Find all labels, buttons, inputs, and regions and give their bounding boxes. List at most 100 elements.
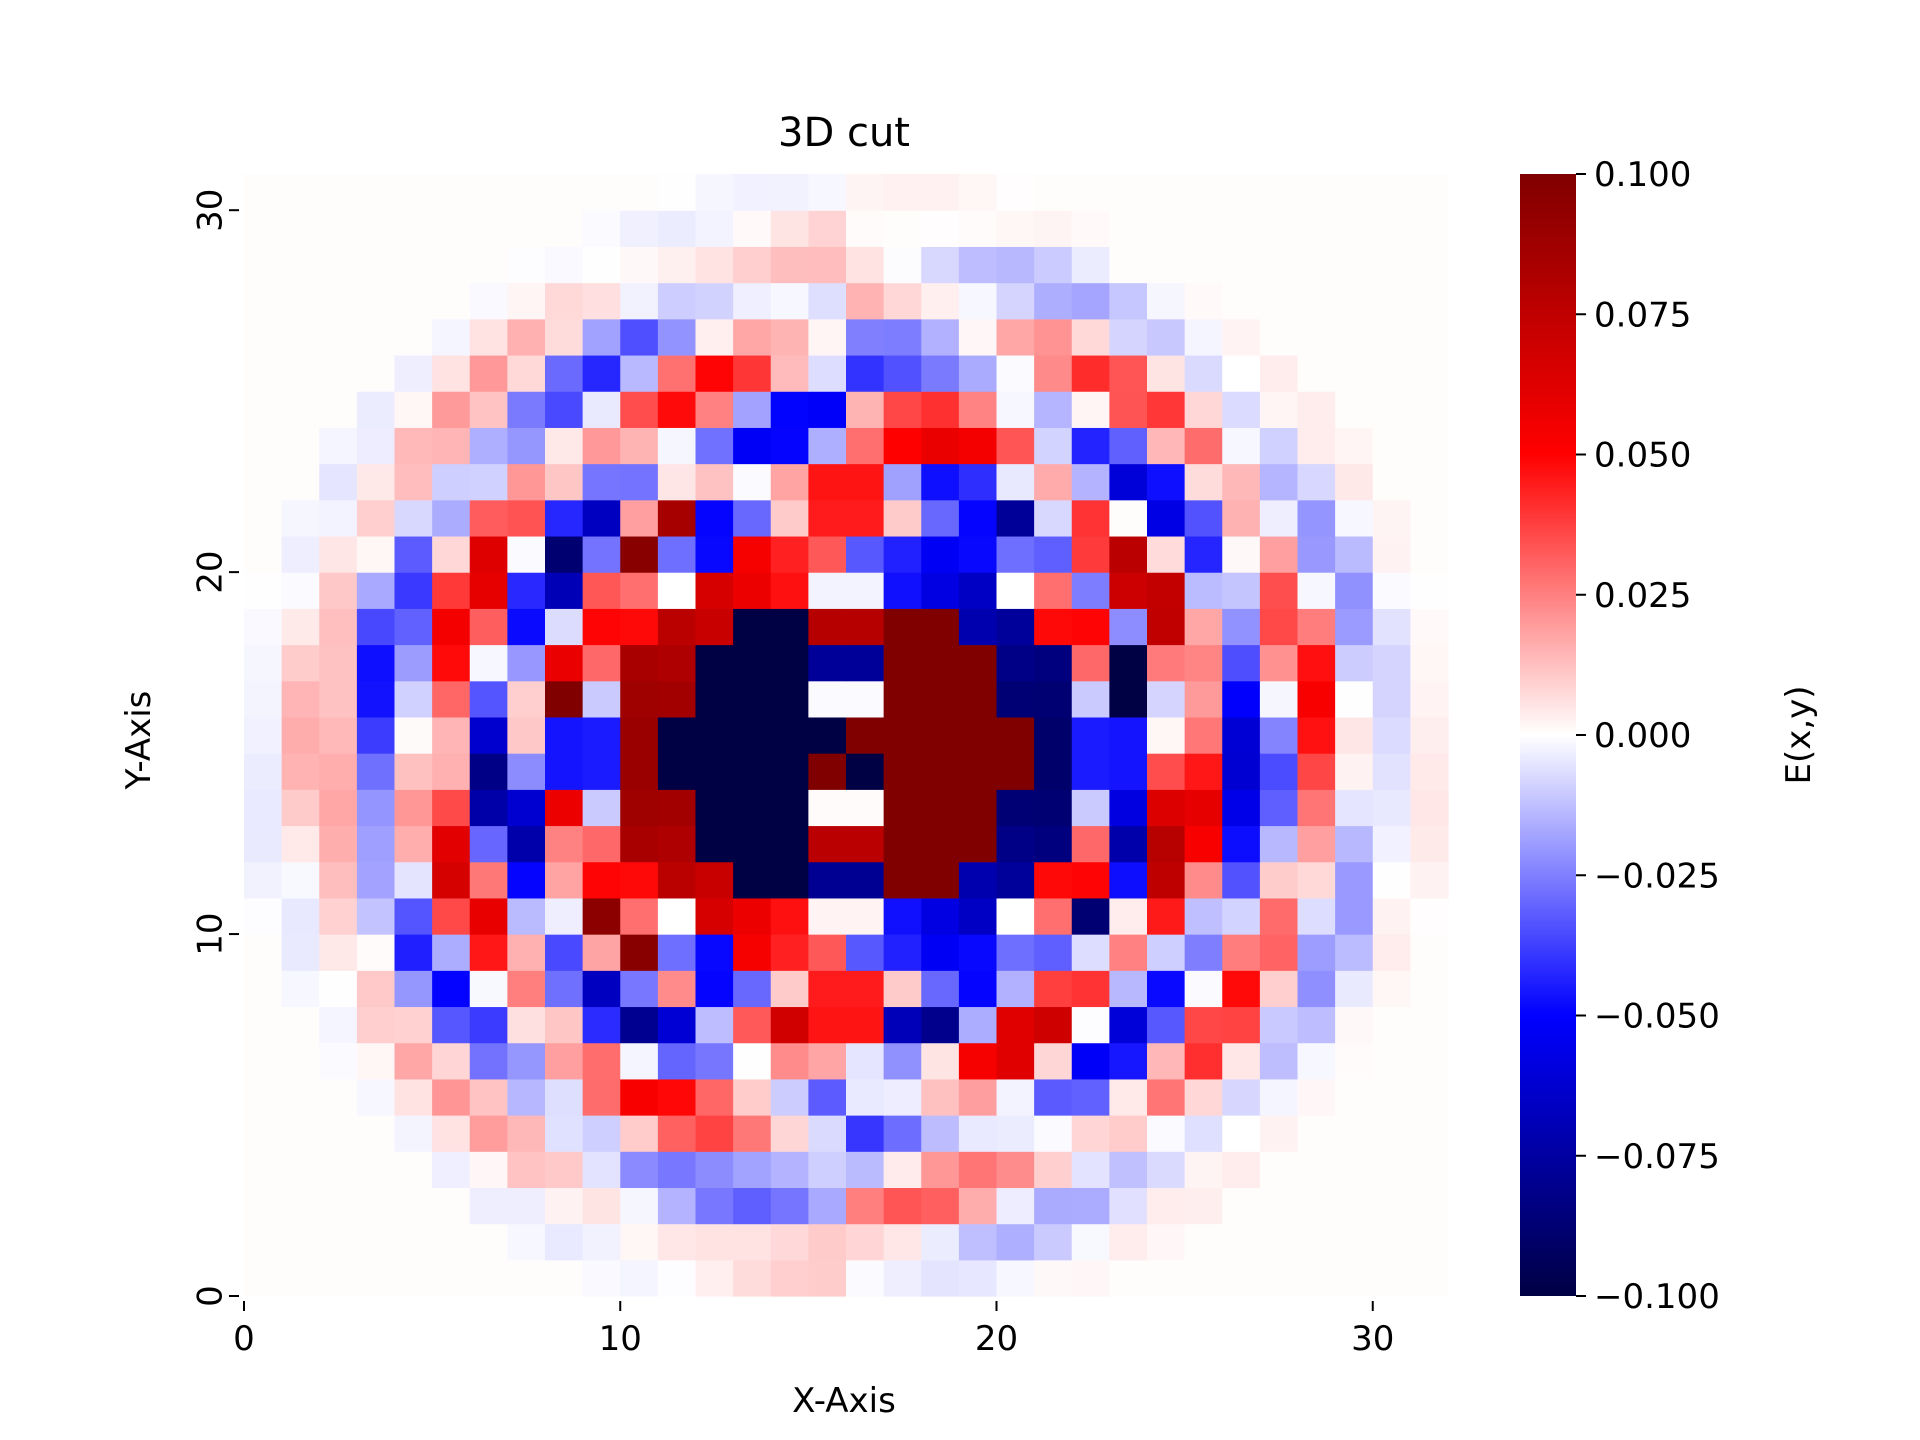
heatmap-cell bbox=[507, 934, 546, 971]
heatmap-cell bbox=[1259, 970, 1299, 1008]
heatmap-cell bbox=[1410, 1078, 1449, 1116]
heatmap-cell bbox=[469, 789, 508, 827]
heatmap-cell bbox=[733, 1187, 772, 1225]
heatmap-cell bbox=[356, 463, 396, 501]
heatmap-cell bbox=[244, 1187, 283, 1225]
heatmap-cell bbox=[1410, 970, 1449, 1008]
heatmap-cell bbox=[319, 535, 358, 573]
heatmap-cell bbox=[394, 499, 433, 537]
heatmap-cell bbox=[1147, 282, 1186, 320]
heatmap-cell bbox=[432, 572, 471, 609]
heatmap-cell bbox=[695, 572, 734, 609]
x-tick-label: 20 bbox=[975, 1319, 1018, 1359]
heatmap-cell bbox=[996, 427, 1035, 465]
heatmap-cell bbox=[545, 391, 584, 428]
heatmap-cell bbox=[1184, 644, 1223, 682]
heatmap-cell bbox=[958, 282, 998, 320]
heatmap-cell bbox=[921, 789, 960, 827]
heatmap-cell bbox=[657, 1223, 697, 1261]
heatmap-cell bbox=[356, 1078, 396, 1116]
heatmap-cell bbox=[770, 1115, 809, 1152]
heatmap-cell bbox=[1034, 572, 1073, 609]
heatmap-cell bbox=[921, 1223, 960, 1261]
heatmap-cell bbox=[996, 1078, 1035, 1116]
heatmap-cell bbox=[1109, 572, 1148, 609]
heatmap-cell bbox=[958, 608, 998, 646]
heatmap-cell bbox=[1071, 608, 1110, 646]
heatmap-cell bbox=[1297, 1115, 1336, 1152]
heatmap-cell bbox=[808, 789, 847, 827]
heatmap-cell bbox=[958, 644, 998, 682]
heatmap-cell bbox=[1259, 789, 1299, 827]
heatmap-cell bbox=[958, 391, 998, 428]
heatmap-cell bbox=[846, 1042, 885, 1080]
heatmap-cell bbox=[620, 789, 659, 827]
heatmap-cell bbox=[1147, 1115, 1186, 1152]
heatmap-cell bbox=[808, 1078, 847, 1116]
heatmap-cell bbox=[394, 210, 433, 247]
heatmap-cell bbox=[996, 970, 1035, 1008]
heatmap-cell bbox=[1259, 1151, 1299, 1189]
heatmap-cell bbox=[469, 1151, 508, 1189]
heatmap-cell bbox=[1184, 825, 1223, 863]
heatmap-cell bbox=[620, 1151, 659, 1189]
heatmap-cell bbox=[319, 1259, 358, 1297]
heatmap-cell bbox=[958, 499, 998, 537]
y-axis-label: Y-Axis bbox=[119, 691, 159, 791]
heatmap-cell bbox=[883, 354, 922, 392]
heatmap-cell bbox=[883, 1078, 922, 1116]
heatmap-cell bbox=[1109, 499, 1148, 537]
heatmap-cell bbox=[770, 644, 809, 682]
heatmap-cell bbox=[1372, 1223, 1411, 1261]
heatmap-cell bbox=[620, 463, 659, 501]
heatmap-cell bbox=[695, 246, 734, 284]
heatmap-cell bbox=[1335, 210, 1374, 247]
heatmap-cell bbox=[356, 1187, 396, 1225]
heatmap-cell bbox=[281, 1223, 320, 1261]
heatmap-cell bbox=[733, 1223, 772, 1261]
heatmap-cell bbox=[582, 1223, 621, 1261]
heatmap-cell bbox=[244, 608, 283, 646]
heatmap-cell bbox=[996, 825, 1035, 863]
heatmap-cell bbox=[996, 1223, 1035, 1261]
heatmap-cell bbox=[469, 1259, 508, 1297]
heatmap-cell bbox=[695, 1259, 734, 1297]
heatmap-cell bbox=[996, 861, 1035, 899]
heatmap-cell bbox=[1297, 1259, 1336, 1297]
heatmap-cell bbox=[244, 1078, 283, 1116]
heatmap-cell bbox=[733, 644, 772, 682]
heatmap-cell bbox=[469, 680, 508, 718]
heatmap-cell bbox=[996, 282, 1035, 320]
heatmap-cell bbox=[958, 463, 998, 501]
heatmap-cell bbox=[281, 391, 320, 428]
heatmap-cell bbox=[1222, 970, 1261, 1008]
heatmap-cell bbox=[1147, 716, 1186, 754]
heatmap-cell bbox=[394, 1223, 433, 1261]
heatmap-cell bbox=[695, 282, 734, 320]
heatmap-cell bbox=[432, 427, 471, 465]
heatmap-cell bbox=[1335, 174, 1374, 211]
heatmap-cell bbox=[1109, 427, 1148, 465]
heatmap-cell bbox=[469, 210, 508, 247]
heatmap-cell bbox=[770, 716, 809, 754]
heatmap-cell bbox=[281, 825, 320, 863]
heatmap-cell bbox=[545, 1259, 584, 1297]
heatmap-cell bbox=[733, 1078, 772, 1116]
heatmap-cell bbox=[507, 1259, 546, 1297]
heatmap-cell bbox=[545, 282, 584, 320]
heatmap-cell bbox=[1071, 789, 1110, 827]
heatmap-cell bbox=[846, 970, 885, 1008]
heatmap-cell bbox=[958, 1259, 998, 1297]
heatmap-cell bbox=[432, 934, 471, 971]
heatmap-cell bbox=[432, 789, 471, 827]
heatmap-cell bbox=[733, 282, 772, 320]
heatmap-cell bbox=[1372, 644, 1411, 682]
heatmap-cell bbox=[1335, 897, 1374, 935]
heatmap-cell bbox=[657, 825, 697, 863]
heatmap-cell bbox=[1184, 897, 1223, 935]
heatmap-cell bbox=[883, 210, 922, 247]
heatmap-cell bbox=[1184, 680, 1223, 718]
heatmap-cell bbox=[244, 970, 283, 1008]
heatmap-cell bbox=[620, 1259, 659, 1297]
heatmap-cell bbox=[281, 1042, 320, 1080]
